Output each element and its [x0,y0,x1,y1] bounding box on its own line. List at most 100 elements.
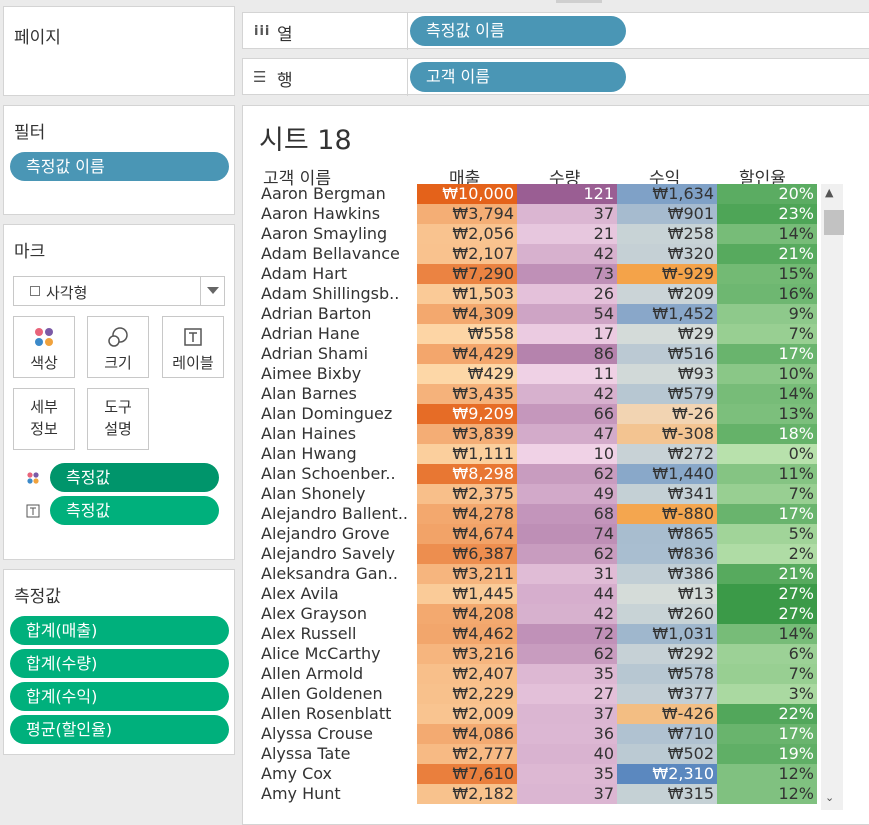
profit-cell[interactable]: ₩1,440 [617,464,717,484]
customer-name-cell[interactable]: Alan Dominguez [261,404,393,423]
table-row[interactable]: Alan Shonely ₩2,375 49 ₩341 7% [243,484,823,504]
table-row[interactable]: Aimee Bixby ₩429 11 ₩93 10% [243,364,823,384]
table-row[interactable]: Alan Schoenber.. ₩8,298 62 ₩1,440 11% [243,464,823,484]
marks-label-pill[interactable]: 측정값 [50,496,219,525]
table-row[interactable]: Adam Shillingsb.. ₩1,503 26 ₩209 16% [243,284,823,304]
discount-cell[interactable]: 27% [717,584,817,604]
qty-cell[interactable]: 47 [517,424,617,444]
sales-cell[interactable]: ₩3,794 [417,204,517,224]
sheet-view[interactable]: 시트 18 고객 이름 매출 수량 수익 할인율 Aaron Bergman ₩1… [242,105,869,825]
discount-cell[interactable]: 17% [717,724,817,744]
table-row[interactable]: Allen Goldenen ₩2,229 27 ₩377 3% [243,684,823,704]
profit-cell[interactable]: ₩865 [617,524,717,544]
sales-cell[interactable]: ₩1,111 [417,444,517,464]
discount-cell[interactable]: 3% [717,684,817,704]
sales-cell[interactable]: ₩1,445 [417,584,517,604]
profit-cell[interactable]: ₩209 [617,284,717,304]
discount-cell[interactable]: 14% [717,384,817,404]
discount-cell[interactable]: 21% [717,564,817,584]
customer-name-cell[interactable]: Alan Barnes [261,384,357,403]
table-row[interactable]: Alejandro Ballent.. ₩4,278 68 ₩-880 17% [243,504,823,524]
sales-cell[interactable]: ₩2,407 [417,664,517,684]
discount-cell[interactable]: 7% [717,664,817,684]
qty-cell[interactable]: 36 [517,724,617,744]
profit-cell[interactable]: ₩377 [617,684,717,704]
sales-cell[interactable]: ₩6,387 [417,544,517,564]
columns-pill-measure-names[interactable]: 측정값 이름 [410,16,626,46]
customer-name-cell[interactable]: Allen Goldenen [261,684,383,703]
table-row[interactable]: Alan Dominguez ₩9,209 66 ₩-26 13% [243,404,823,424]
customer-name-cell[interactable]: Amy Cox [261,764,333,783]
mark-type-dropdown[interactable]: 사각형 [13,276,225,306]
sales-cell[interactable]: ₩2,375 [417,484,517,504]
table-row[interactable]: Aaron Bergman ₩10,000 121 ₩1,634 20% [243,184,823,204]
table-row[interactable]: Aleksandra Gan.. ₩3,211 31 ₩386 21% [243,564,823,584]
sales-cell[interactable]: ₩2,056 [417,224,517,244]
marks-color-pill[interactable]: 측정값 [50,463,219,492]
table-row[interactable]: Alan Haines ₩3,839 47 ₩-308 18% [243,424,823,444]
qty-cell[interactable]: 121 [517,184,617,204]
profit-cell[interactable]: ₩93 [617,364,717,384]
customer-name-cell[interactable]: Aaron Smayling [261,224,388,243]
qty-cell[interactable]: 42 [517,604,617,624]
table-row[interactable]: Alan Hwang ₩1,111 10 ₩272 0% [243,444,823,464]
discount-cell[interactable]: 17% [717,344,817,364]
detail-button[interactable]: 세부 정보 [13,388,75,450]
columns-shelf[interactable]: iii 열 측정값 이름 [242,12,869,50]
customer-name-cell[interactable]: Alyssa Crouse [261,724,373,743]
scrollbar-thumb[interactable] [824,210,844,235]
customer-name-cell[interactable]: Alex Avila [261,584,339,603]
qty-cell[interactable]: 74 [517,524,617,544]
profit-cell[interactable]: ₩258 [617,224,717,244]
sales-cell[interactable]: ₩3,211 [417,564,517,584]
profit-cell[interactable]: ₩386 [617,564,717,584]
discount-cell[interactable]: 11% [717,464,817,484]
table-row[interactable]: Aaron Hawkins ₩3,794 37 ₩901 23% [243,204,823,224]
table-row[interactable]: Alex Russell ₩4,462 72 ₩1,031 14% [243,624,823,644]
profit-cell[interactable]: ₩1,452 [617,304,717,324]
qty-cell[interactable]: 72 [517,624,617,644]
profit-cell[interactable]: ₩-26 [617,404,717,424]
measure-pill-sales[interactable]: 합계(매출) [10,616,229,645]
profit-cell[interactable]: ₩516 [617,344,717,364]
measure-pill-profit[interactable]: 합계(수익) [10,682,229,711]
qty-cell[interactable]: 10 [517,444,617,464]
customer-name-cell[interactable]: Adrian Barton [261,304,372,323]
customer-name-cell[interactable]: Alex Russell [261,624,357,643]
discount-cell[interactable]: 21% [717,244,817,264]
profit-cell[interactable]: ₩-880 [617,504,717,524]
customer-name-cell[interactable]: Alex Grayson [261,604,368,623]
qty-cell[interactable]: 21 [517,224,617,244]
customer-name-cell[interactable]: Alejandro Ballent.. [261,504,408,523]
qty-cell[interactable]: 17 [517,324,617,344]
profit-cell[interactable]: ₩836 [617,544,717,564]
qty-cell[interactable]: 26 [517,284,617,304]
sales-cell[interactable]: ₩2,107 [417,244,517,264]
qty-cell[interactable]: 37 [517,784,617,804]
customer-name-cell[interactable]: Adrian Shami [261,344,369,363]
profit-cell[interactable]: ₩-308 [617,424,717,444]
qty-cell[interactable]: 62 [517,464,617,484]
discount-cell[interactable]: 2% [717,544,817,564]
table-row[interactable]: Adrian Hane ₩558 17 ₩29 7% [243,324,823,344]
profit-cell[interactable]: ₩29 [617,324,717,344]
discount-cell[interactable]: 12% [717,784,817,804]
profit-cell[interactable]: ₩-929 [617,264,717,284]
customer-name-cell[interactable]: Aleksandra Gan.. [261,564,398,583]
qty-cell[interactable]: 73 [517,264,617,284]
customer-name-cell[interactable]: Alan Schoenber.. [261,464,396,483]
table-row[interactable]: Alejandro Grove ₩4,674 74 ₩865 5% [243,524,823,544]
qty-cell[interactable]: 62 [517,644,617,664]
discount-cell[interactable]: 16% [717,284,817,304]
profit-cell[interactable]: ₩1,634 [617,184,717,204]
sales-cell[interactable]: ₩4,278 [417,504,517,524]
table-row[interactable]: Alex Grayson ₩4,208 42 ₩260 27% [243,604,823,624]
sales-cell[interactable]: ₩2,182 [417,784,517,804]
sales-cell[interactable]: ₩8,298 [417,464,517,484]
customer-name-cell[interactable]: Amy Hunt [261,784,341,803]
discount-cell[interactable]: 12% [717,764,817,784]
label-button[interactable]: 레이블 [162,316,224,378]
profit-cell[interactable]: ₩579 [617,384,717,404]
profit-cell[interactable]: ₩1,031 [617,624,717,644]
qty-cell[interactable]: 54 [517,304,617,324]
